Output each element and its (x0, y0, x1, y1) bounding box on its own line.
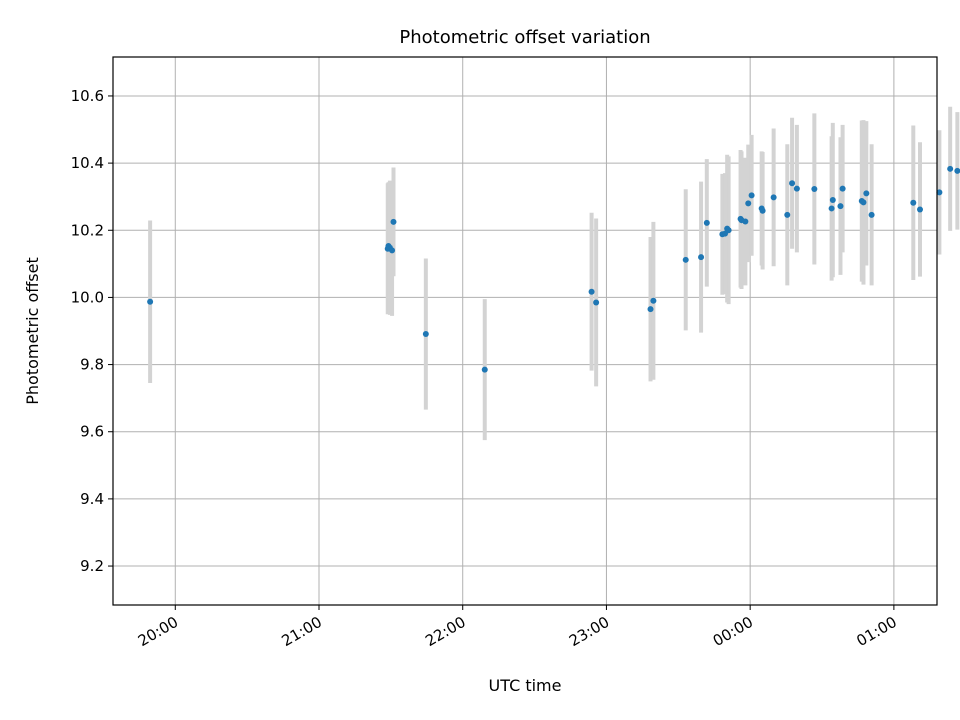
data-point (936, 189, 943, 196)
data-point (748, 192, 755, 199)
data-point (481, 366, 488, 373)
data-point (910, 199, 917, 206)
grid-lines (113, 57, 937, 605)
data-point (745, 200, 752, 207)
plot-frame (112, 56, 938, 606)
data-point (389, 247, 396, 254)
y-axis-label: Photometric offset (23, 257, 42, 405)
y-tick-label: 9.4 (80, 490, 104, 508)
data-point (954, 167, 960, 174)
data-point (863, 190, 870, 197)
y-tick-label: 10.2 (71, 221, 104, 239)
data-point (770, 194, 777, 201)
data-point (839, 185, 846, 192)
y-tick-label: 9.6 (80, 423, 104, 441)
y-tick-label: 10.0 (71, 288, 104, 306)
data-point (916, 206, 923, 213)
x-axis-label: UTC time (489, 676, 562, 695)
data-point (759, 207, 766, 214)
data-point (742, 218, 749, 225)
data-point (647, 306, 654, 313)
data-point (828, 205, 835, 212)
data-point (793, 185, 800, 192)
data-point (422, 331, 429, 338)
data-point (784, 211, 791, 218)
data-point (698, 254, 705, 261)
data-point (789, 180, 796, 187)
data-point (390, 218, 397, 225)
data-point (811, 185, 818, 192)
chart-title: Photometric offset variation (399, 27, 650, 48)
data-point (860, 199, 867, 206)
data-point (947, 165, 954, 172)
y-tick-label: 9.2 (80, 557, 104, 575)
data-point (682, 256, 689, 263)
data-point (868, 211, 875, 218)
data-point (593, 299, 600, 306)
y-tick-label: 10.6 (71, 87, 104, 105)
data-points (147, 165, 960, 373)
data-point (650, 297, 657, 304)
data-point (829, 197, 836, 204)
data-point (703, 219, 710, 226)
data-point (837, 203, 844, 210)
y-axis-ticks: 9.2 9.4 9.6 9.8 10.0 10.2 10.4 10.6 (71, 87, 113, 575)
data-point (722, 230, 729, 237)
y-tick-label: 10.4 (71, 154, 104, 172)
data-point (588, 288, 595, 295)
y-tick-label: 9.8 (80, 356, 104, 374)
data-point (147, 298, 154, 305)
